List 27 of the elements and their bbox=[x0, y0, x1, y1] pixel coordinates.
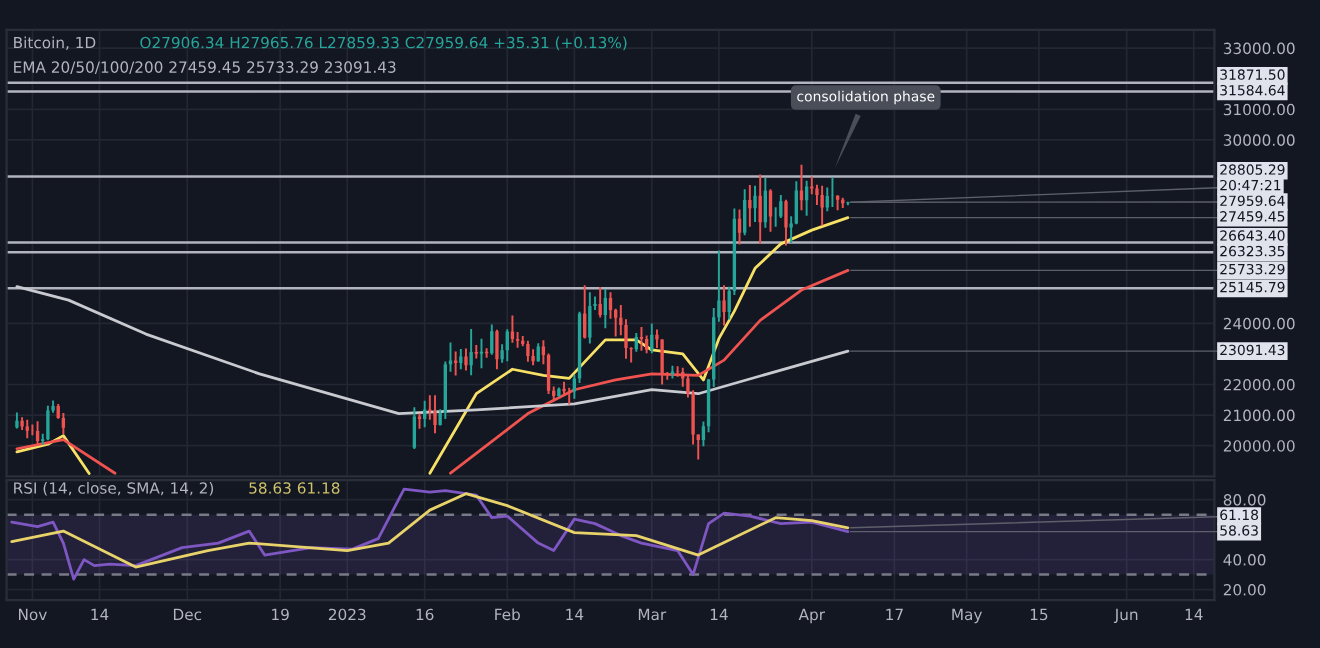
candlestick bbox=[768, 188, 773, 233]
candlestick bbox=[61, 412, 66, 435]
candlestick bbox=[588, 291, 592, 345]
candlestick bbox=[722, 284, 726, 327]
candlestick bbox=[583, 284, 587, 340]
candlestick bbox=[804, 179, 809, 217]
candlestick bbox=[598, 285, 602, 319]
candlestick bbox=[784, 198, 788, 247]
candlestick bbox=[639, 326, 644, 352]
candlestick bbox=[474, 344, 478, 360]
candlestick bbox=[743, 188, 747, 237]
candlestick bbox=[660, 338, 664, 386]
candlestick bbox=[779, 193, 783, 219]
candlestick bbox=[799, 163, 804, 212]
candlestick bbox=[495, 328, 499, 371]
candlestick bbox=[46, 404, 50, 442]
candlestick bbox=[820, 184, 824, 227]
candlestick bbox=[433, 394, 437, 435]
line-series bbox=[15, 285, 850, 415]
candlestick bbox=[748, 183, 752, 228]
candlestick bbox=[423, 399, 427, 429]
candlestick bbox=[650, 322, 654, 355]
candlestick bbox=[464, 347, 468, 372]
candlestick bbox=[526, 339, 530, 363]
candlestick bbox=[469, 328, 473, 377]
candlestick bbox=[753, 184, 757, 223]
line-series bbox=[10, 492, 850, 569]
